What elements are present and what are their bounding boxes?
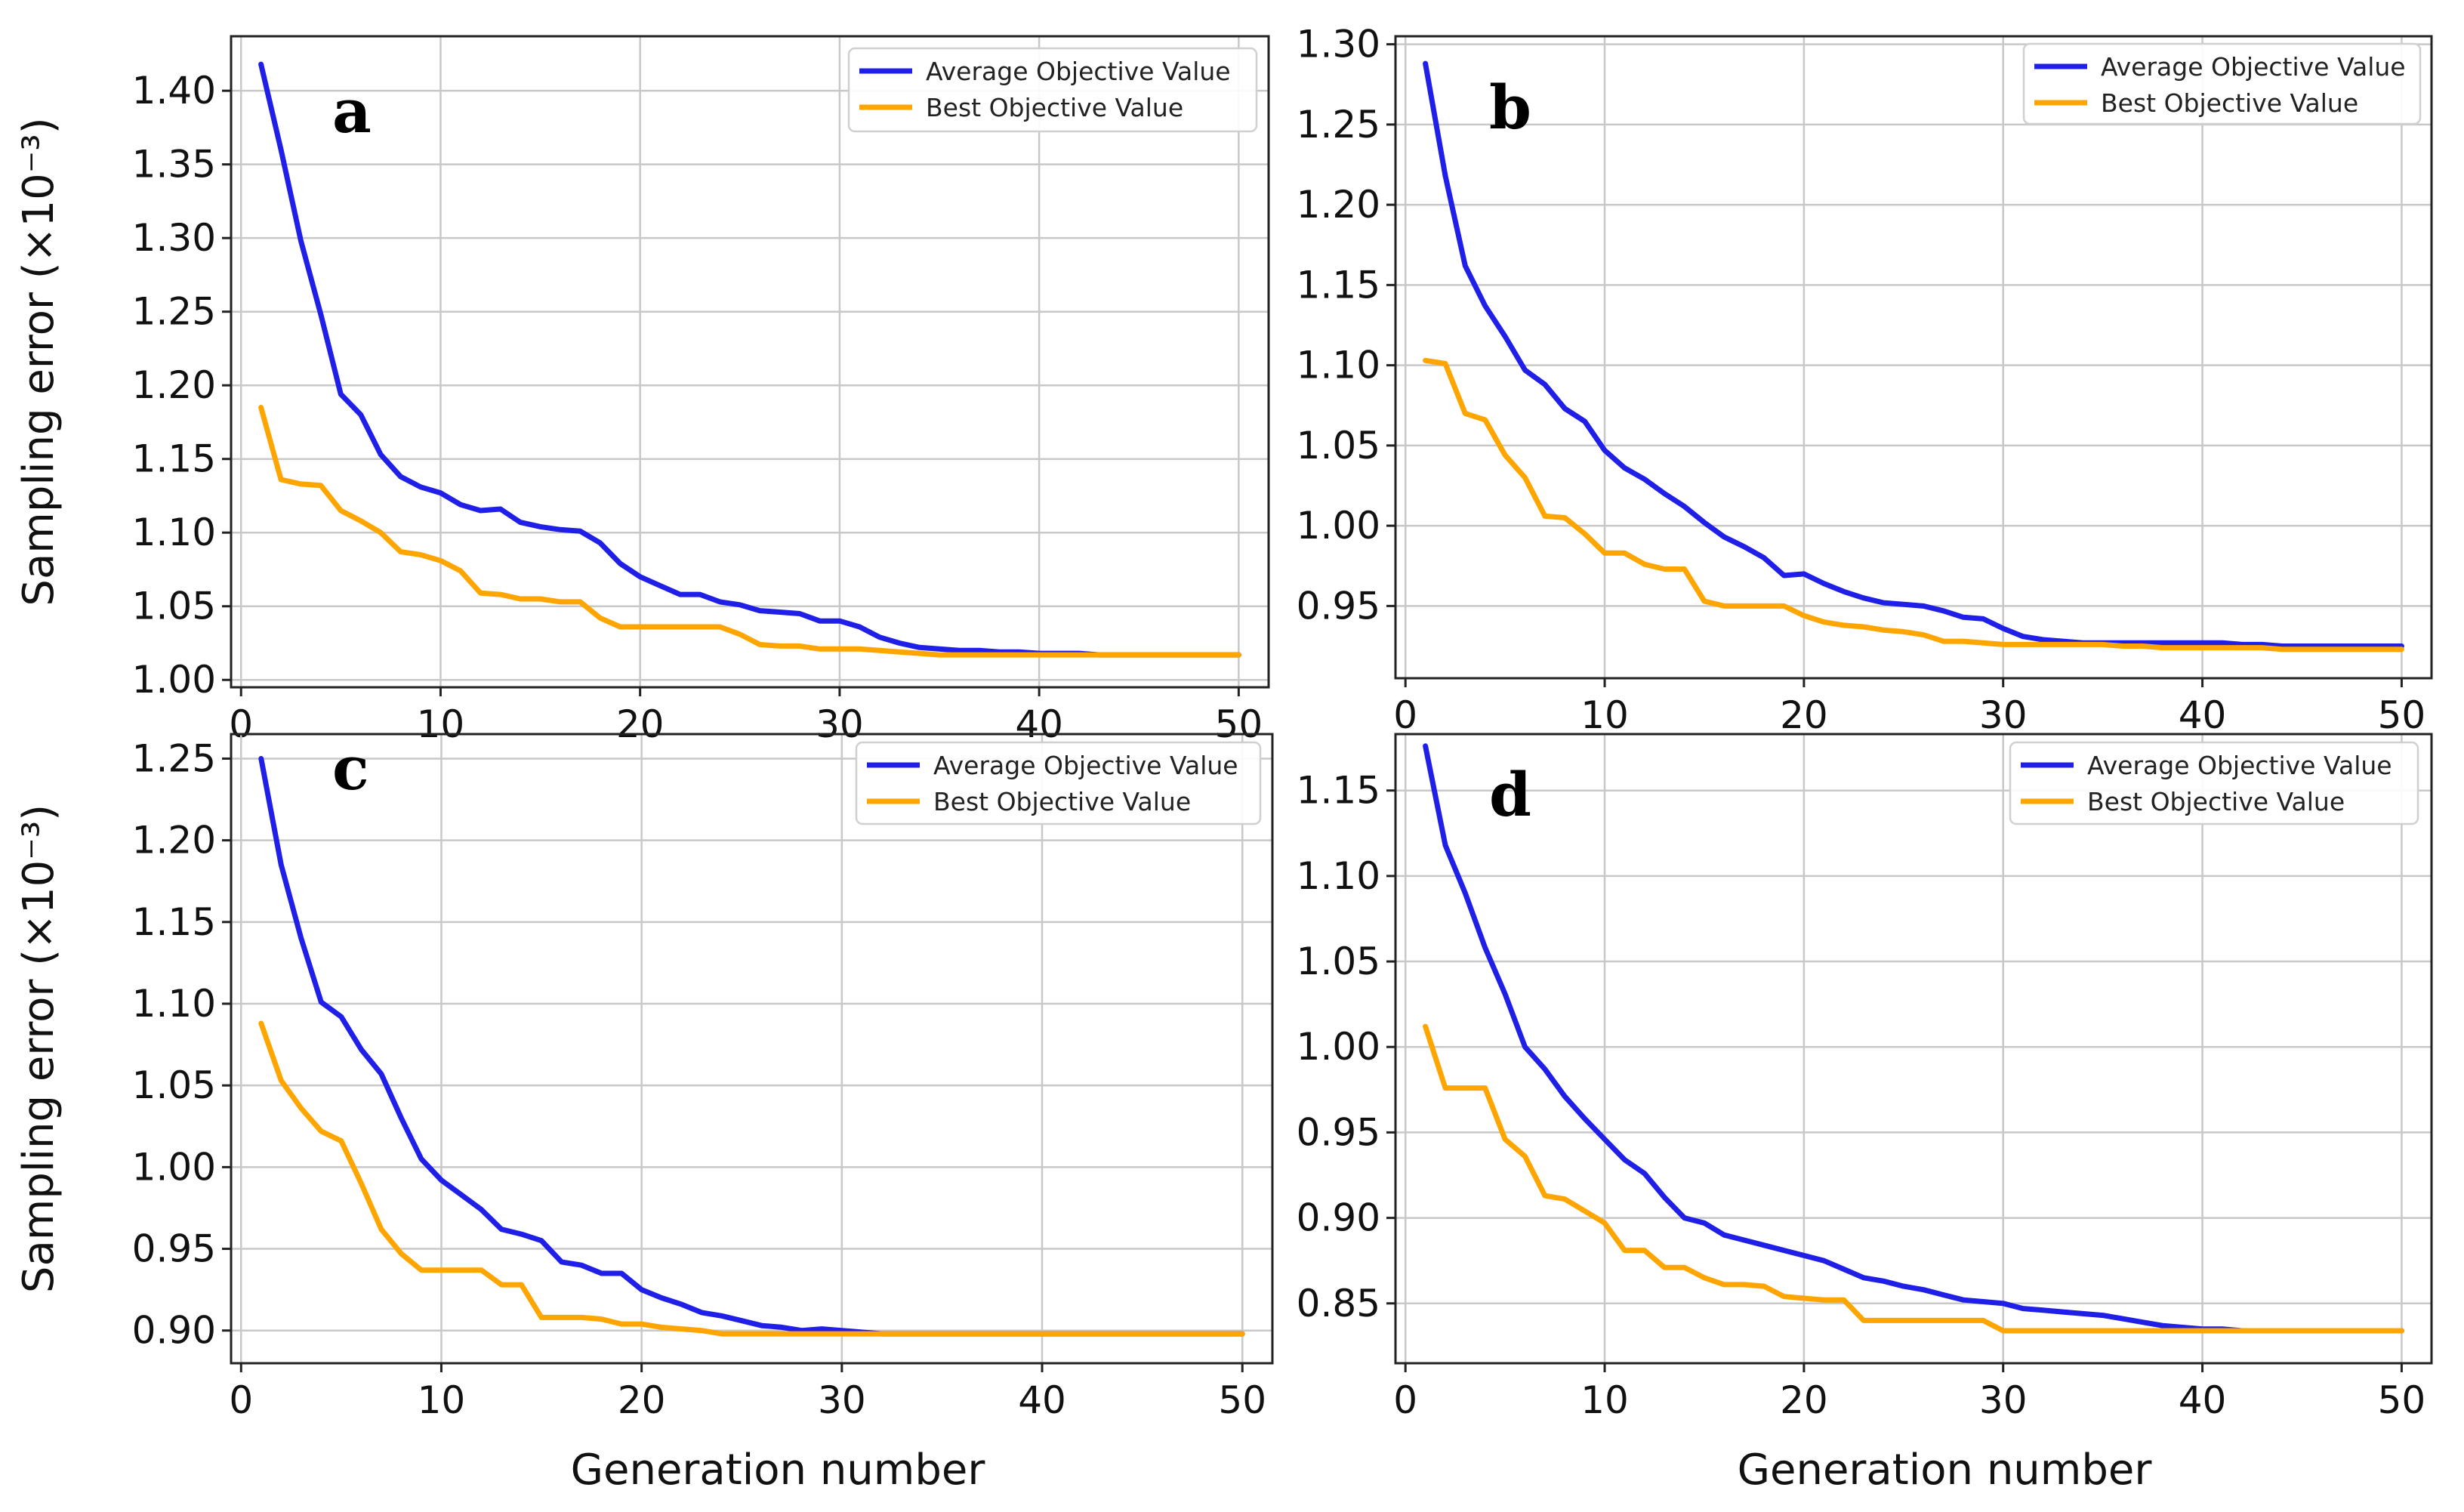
panel-letter: a — [332, 76, 372, 147]
y-tick-label: 1.10 — [132, 511, 216, 554]
y-tick-label: 1.25 — [132, 736, 216, 780]
y-tick-label: 1.25 — [132, 290, 216, 334]
x-tick-label: 30 — [818, 1378, 866, 1422]
y-tick-label: 1.05 — [1297, 940, 1380, 983]
y-tick-label: 1.15 — [1297, 263, 1380, 307]
best-objective-line — [258, 405, 1241, 658]
y-tick-label: 1.05 — [132, 585, 216, 628]
plot-frame — [230, 733, 1274, 1365]
legend-label-best: Best Objective Value — [2087, 787, 2345, 816]
best-objective-line — [258, 1020, 1245, 1337]
legend-box — [855, 741, 1262, 825]
y-tick-label: 1.15 — [132, 437, 216, 481]
best-objective-line — [1423, 357, 2404, 653]
average-objective-line — [1423, 60, 2404, 649]
y-tick-label: 1.00 — [1297, 504, 1380, 548]
x-tick-label: 40 — [2179, 693, 2227, 737]
legend: Average Objective Value Best Objective Va… — [2022, 42, 2422, 125]
y-tick-label: 0.95 — [1297, 1110, 1380, 1154]
plot-frame — [230, 35, 1270, 689]
legend-label-average: Average Objective Value — [926, 57, 1231, 86]
legend-label-average: Average Objective Value — [2101, 52, 2406, 82]
legend-label-average: Average Objective Value — [933, 751, 1238, 780]
x-tick-label: 40 — [2179, 1378, 2227, 1422]
x-tick-label: 10 — [1580, 1378, 1629, 1422]
x-tick-label: 10 — [1580, 693, 1629, 737]
x-tick-label: 0 — [1393, 693, 1417, 737]
y-tick-label: 0.85 — [1297, 1282, 1380, 1325]
legend: Average Objective Value Best Objective Va… — [847, 47, 1258, 133]
legend-box — [847, 47, 1258, 133]
y-tick-label: 1.10 — [132, 982, 216, 1026]
y-tick-label: 1.10 — [1297, 344, 1380, 387]
y-tick-label: 1.00 — [132, 658, 216, 702]
x-tick-label: 10 — [418, 1378, 466, 1422]
legend-label-best: Best Objective Value — [926, 93, 1183, 122]
best-objective-line — [1423, 1023, 2404, 1334]
x-tick-label: 20 — [1780, 693, 1828, 737]
y-tick-label: 1.20 — [132, 819, 216, 862]
plot-frame — [1394, 35, 2433, 680]
panel-letter: d — [1489, 759, 1531, 830]
x-tick-label: 50 — [1215, 702, 1263, 746]
y-tick-label: 0.95 — [132, 1227, 216, 1271]
x-axis-title-left: Generation number — [571, 1446, 986, 1495]
panel-letter: b — [1489, 72, 1531, 143]
x-tick-label: 50 — [1218, 1378, 1266, 1422]
legend-box — [2009, 741, 2419, 825]
x-tick-label: 20 — [1780, 1378, 1828, 1422]
legend: Average Objective Value Best Objective Va… — [2009, 741, 2419, 825]
x-tick-label: 30 — [816, 702, 864, 746]
y-tick-label: 1.35 — [132, 143, 216, 187]
legend-label-average: Average Objective Value — [2087, 751, 2392, 780]
y-tick-label: 1.05 — [1297, 424, 1380, 467]
plot-frame — [1394, 733, 2433, 1365]
y-tick-label: 1.40 — [132, 69, 216, 113]
panel-c: 0 10 20 30 40 50 0.90 0.95 1.00 1.05 1.10 1.15 1.20 1… — [14, 733, 1274, 1422]
panel-a: 0 10 20 30 40 501.001.051.101.151.201.251.301… — [14, 35, 1270, 746]
x-tick-label: 40 — [1015, 702, 1063, 746]
legend: Average Objective Value Best Objective Va… — [855, 741, 1262, 825]
y-tick-label: 1.20 — [1297, 183, 1380, 227]
y-tick-label: 1.00 — [132, 1145, 216, 1189]
x-tick-label: 50 — [2378, 693, 2426, 737]
legend-label-best: Best Objective Value — [2101, 88, 2358, 118]
y-tick-label: 1.05 — [132, 1063, 216, 1107]
average-objective-line — [258, 756, 1245, 1337]
average-objective-line — [1423, 743, 2404, 1334]
average-objective-line — [258, 61, 1241, 658]
y-tick-label: 1.20 — [132, 363, 216, 407]
y-tick-label: 0.90 — [132, 1309, 216, 1353]
y-tick-label: 0.90 — [1297, 1196, 1380, 1240]
y-tick-label: 1.25 — [1297, 103, 1380, 147]
legend-label-best: Best Objective Value — [933, 787, 1191, 816]
panel-letter: c — [332, 733, 369, 804]
y-tick-label: 1.15 — [132, 900, 216, 944]
y-tick-label: 0.95 — [1297, 584, 1380, 628]
panel-d: 0 10 20 30 40 50 0.85 0.90 0.95 1.00 1.05 1.10 1.15 d… — [1297, 733, 2433, 1422]
x-tick-label: 30 — [1979, 1378, 2028, 1422]
y-tick-label: 1.10 — [1297, 854, 1380, 898]
x-tick-label: 20 — [616, 702, 665, 746]
x-axis-title-right: Generation number — [1738, 1446, 2153, 1495]
y-tick-label: 1.15 — [1297, 769, 1380, 813]
x-tick-label: 50 — [2378, 1378, 2426, 1422]
x-tick-label: 0 — [229, 1378, 253, 1422]
panel-b: 0 10 20 30 40 50 0.95 1.00 1.05 1.10 1.15 1.20 1.25 1… — [1297, 23, 2433, 737]
y-axis-title: Sampling error (×10⁻³) — [14, 117, 63, 606]
y-tick-label: 1.30 — [1297, 23, 1380, 66]
x-tick-label: 40 — [1018, 1378, 1066, 1422]
y-axis-title: Sampling error (×10⁻³) — [14, 804, 63, 1293]
y-tick-label: 1.30 — [132, 216, 216, 260]
legend-box — [2022, 42, 2422, 125]
y-tick-label: 1.00 — [1297, 1025, 1380, 1069]
x-tick-label: 30 — [1979, 693, 2028, 737]
x-tick-label: 0 — [1393, 1378, 1417, 1422]
x-tick-label: 20 — [618, 1378, 666, 1422]
